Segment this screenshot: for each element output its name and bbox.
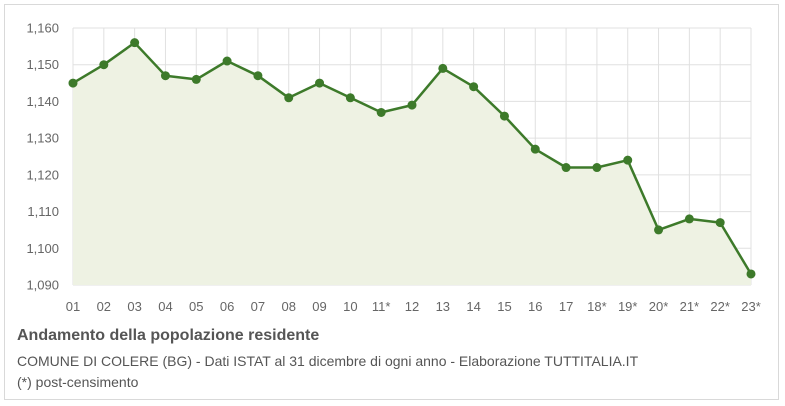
x-tick-label: 03 [127,299,141,314]
data-point-12 [407,100,417,110]
y-tick-label: 1,150 [26,57,59,72]
y-tick-label: 1,140 [26,94,59,109]
x-tick-label: 11* [372,299,391,314]
y-tick-label: 1,130 [26,131,59,146]
x-tick-label: 07 [251,299,265,314]
chart-title: Andamento della popolazione residente [17,327,320,344]
data-point-13 [438,63,448,73]
x-tick-label: 06 [220,299,234,314]
data-point-14 [469,82,479,92]
data-point-09 [315,78,325,88]
data-point-17 [561,163,571,173]
data-point-18star [592,163,602,173]
y-tick-label: 1,100 [26,241,59,256]
data-point-06 [222,56,232,66]
data-point-19star [623,155,633,165]
x-tick-label: 22* [710,299,730,314]
x-tick-label: 08 [281,299,295,314]
data-point-04 [160,71,170,81]
data-point-10 [345,93,355,103]
x-tick-label: 15 [497,299,511,314]
data-point-15 [499,111,509,121]
data-point-16 [530,144,540,154]
data-point-05 [191,74,201,84]
data-point-03 [130,38,140,48]
data-point-21star [684,214,694,224]
y-tick-label: 1,120 [26,167,59,182]
x-tick-label: 20* [649,299,669,314]
data-point-11star [376,107,386,117]
x-tick-label: 16 [528,299,542,314]
data-points [68,38,756,279]
y-axis-ticks: 1,160 1,150 1,140 1,130 1,120 1,110 1,100 1,090 [26,21,59,293]
y-tick-label: 1,160 [26,21,59,36]
data-point-23star [746,269,756,279]
x-tick-label: 04 [158,299,172,314]
data-point-22star [715,218,725,228]
x-tick-label: 09 [312,299,326,314]
data-point-20star [654,225,664,235]
data-point-08 [284,93,294,103]
chart-subtitle: COMUNE DI COLERE (BG) - Dati ISTAT al 31… [17,353,639,369]
x-tick-label: 10 [343,299,357,314]
x-tick-label: 23* [741,299,761,314]
x-tick-label: 18* [587,299,607,314]
x-tick-label: 17 [559,299,573,314]
x-tick-label: 14 [466,299,480,314]
x-tick-label: 01 [66,299,80,314]
x-tick-label: 21* [680,299,700,314]
y-tick-label: 1,090 [26,278,59,293]
x-tick-label: 13 [436,299,450,314]
x-tick-label: 19* [618,299,638,314]
x-tick-label: 12 [405,299,419,314]
data-point-07 [253,71,263,81]
x-tick-label: 05 [189,299,203,314]
data-point-01 [68,78,78,88]
chart-note: (*) post-censimento [17,374,139,390]
area-fill [73,42,751,286]
y-tick-label: 1,110 [27,204,59,219]
x-axis-ticks: 01 02 03 04 05 06 07 08 09 10 11* 12 13 14 15 16 17 18* 19… [66,299,761,314]
x-tick-label: 02 [97,299,111,314]
data-point-02 [99,60,109,70]
